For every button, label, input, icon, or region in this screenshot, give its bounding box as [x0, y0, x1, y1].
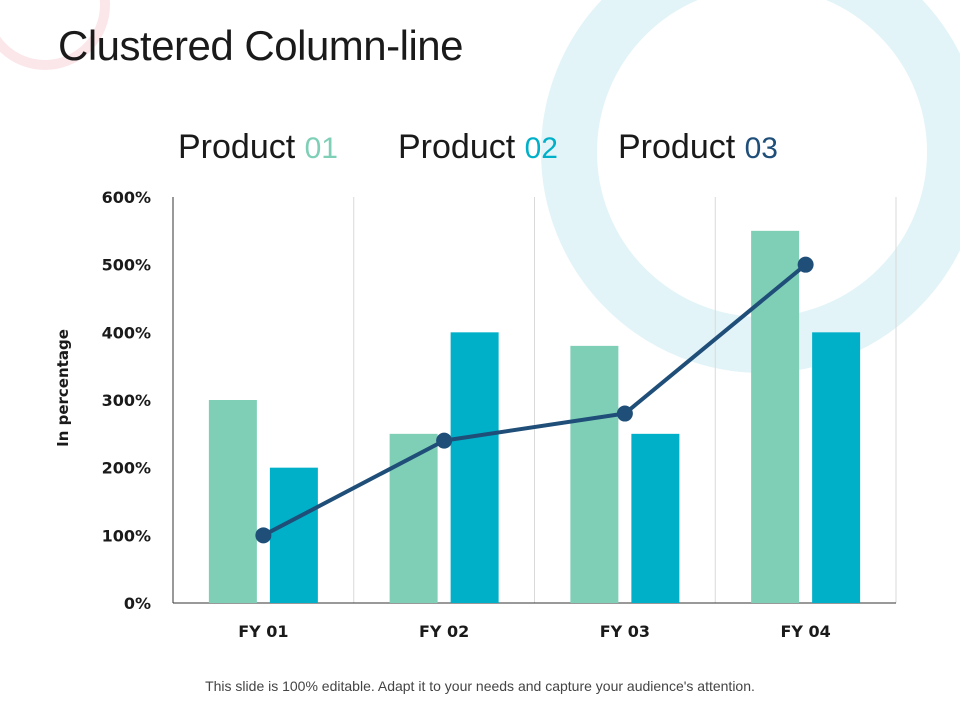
x-tick-label: FY 03 — [600, 622, 650, 641]
bar-product-01-fy-03 — [570, 345, 619, 603]
y-tick-label: 0% — [124, 594, 151, 613]
bar-product-01-fy-02 — [389, 433, 438, 603]
y-tick-label: 300% — [102, 391, 151, 410]
line-point-fy-02 — [436, 432, 453, 449]
legend-item-product-02: Product 02 — [398, 128, 558, 167]
x-tick-label: FY 02 — [419, 622, 469, 641]
legend-number: 03 — [744, 132, 778, 165]
x-tick-label: FY 01 — [238, 622, 288, 641]
legend-label: Product — [618, 128, 745, 166]
bar-product-01-fy-04 — [751, 230, 800, 604]
y-tick-label: 600% — [102, 188, 151, 207]
series-line-product-03 — [262, 263, 807, 538]
line-point-fy-04 — [797, 256, 814, 273]
bar-product-02-fy-02 — [450, 332, 499, 603]
y-tick-label: 100% — [102, 526, 151, 545]
line-point-fy-03 — [616, 405, 633, 422]
footer-note: This slide is 100% editable. Adapt it to… — [205, 678, 755, 694]
legend-item-product-01: Product 01 — [178, 128, 338, 167]
legend-label: Product — [398, 128, 525, 166]
legend-item-product-03: Product 03 — [618, 128, 778, 167]
line-point-fy-01 — [255, 527, 272, 544]
bar-product-01-fy-01 — [208, 400, 257, 603]
y-tick-label: 400% — [102, 323, 151, 342]
x-tick-label: FY 04 — [780, 622, 830, 641]
legend-number: 02 — [524, 132, 558, 165]
y-tick-label: 500% — [102, 256, 151, 275]
bar-product-02-fy-04 — [812, 332, 861, 603]
y-axis-title: In percentage — [54, 329, 72, 447]
legend-label: Product — [178, 128, 305, 166]
bar-product-02-fy-01 — [269, 467, 318, 603]
bar-product-02-fy-03 — [631, 433, 680, 603]
page-title: Clustered Column-line — [58, 22, 464, 69]
y-tick-label: 200% — [102, 459, 151, 478]
legend-number: 01 — [304, 132, 338, 165]
